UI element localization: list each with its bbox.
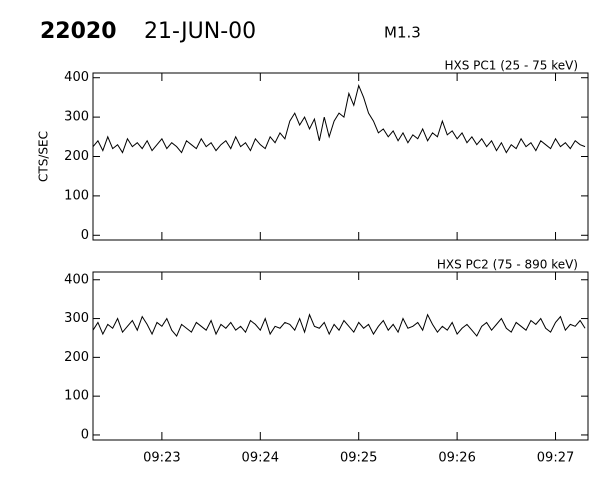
event-id: 22020 [40, 19, 117, 44]
data-line [92, 84, 586, 154]
x-tick-label: 09:26 [438, 451, 475, 466]
y-tick-label: 300 [64, 311, 89, 326]
y-tick-label: 400 [64, 70, 89, 85]
x-tick-label: 09:25 [340, 451, 377, 466]
y-tick-label: 200 [64, 350, 89, 365]
flare-class: M1.3 [384, 24, 421, 42]
y-tick-label: 400 [64, 272, 89, 287]
x-tick-label: 09:23 [143, 451, 180, 466]
x-tick-label: 09:24 [242, 451, 279, 466]
y-tick-label: 200 [64, 149, 89, 164]
x-tick-label: 09:27 [537, 451, 574, 466]
plot-frame [92, 271, 589, 441]
y-tick-label: 100 [64, 389, 89, 404]
y-axis-label: CTS/SEC [37, 131, 51, 182]
y-tick-label: 100 [64, 188, 89, 203]
event-date: 21-JUN-00 [144, 19, 256, 44]
panel-title: HXS PC1 (25 - 75 keV) [444, 59, 578, 73]
data-line [92, 313, 586, 337]
panel-title: HXS PC2 (75 - 890 keV) [437, 258, 578, 272]
y-tick-label: 0 [81, 228, 89, 243]
y-tick-label: 300 [64, 110, 89, 125]
y-tick-label: 0 [81, 427, 89, 442]
